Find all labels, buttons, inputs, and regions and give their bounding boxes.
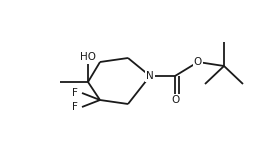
Text: N: N <box>146 71 154 81</box>
Text: O: O <box>194 57 202 67</box>
Text: F: F <box>72 102 78 112</box>
Text: HO: HO <box>80 52 96 62</box>
Text: F: F <box>72 88 78 98</box>
Text: O: O <box>171 95 179 105</box>
